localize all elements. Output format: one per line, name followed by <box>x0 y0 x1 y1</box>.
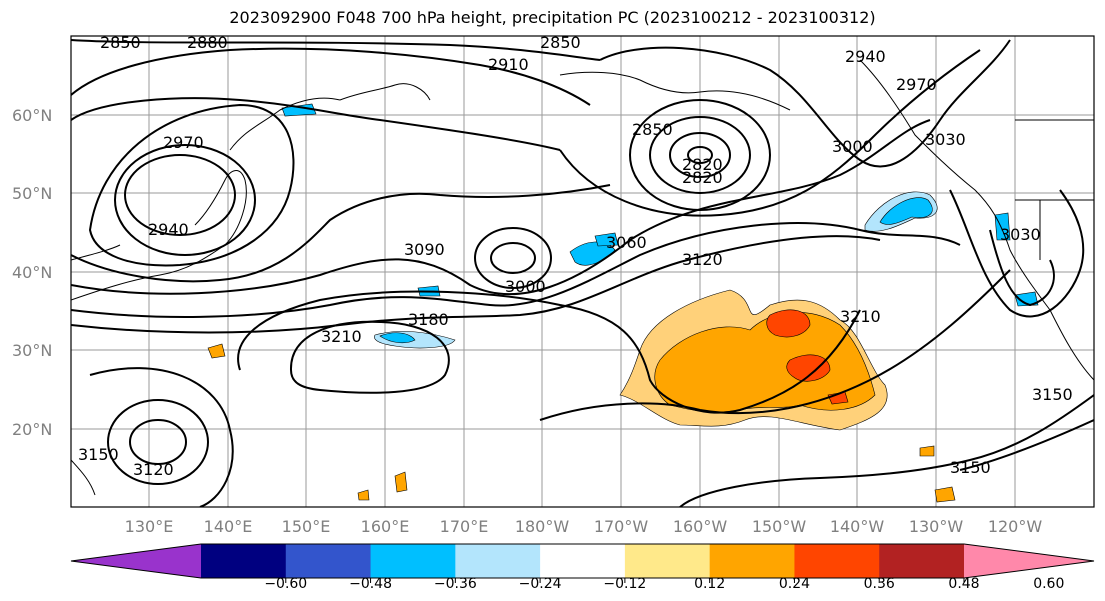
longitude-labels: 130°E 140°E 150°E 160°E 170°E 180°W 170°… <box>125 517 1043 536</box>
lon-label: 180°W <box>515 517 570 536</box>
colorbar <box>70 543 1095 579</box>
contour-label: 3150 <box>78 445 119 464</box>
contour-label: 2970 <box>163 133 204 152</box>
contour-label: 2970 <box>896 75 937 94</box>
map-title: 2023092900 F048 700 hPa height, precipit… <box>229 8 876 27</box>
colorbar-tick-label: 0.36 <box>864 576 895 592</box>
graticule <box>71 36 1094 507</box>
colorbar-tick-label: 0.60 <box>1033 576 1064 592</box>
lat-label: 30°N <box>12 341 52 360</box>
precip-positive-areas <box>207 289 956 503</box>
colorbar-tick-label: 0.48 <box>948 576 979 592</box>
lon-label: 170°E <box>440 517 489 536</box>
colorbar-tick-label: −0.36 <box>434 576 477 592</box>
lat-label: 50°N <box>12 184 52 203</box>
lon-label: 140°E <box>204 517 253 536</box>
colorbar-tick-label: −0.12 <box>603 576 646 592</box>
lat-label: 60°N <box>12 106 52 125</box>
lon-label: 140°W <box>830 517 885 536</box>
contour-label: 3150 <box>1032 385 1073 404</box>
colorbar-arrow-high <box>964 544 1094 578</box>
latitude-labels: 60°N 50°N 40°N 30°N 20°N <box>12 106 52 439</box>
colorbar-tick-label: 0.24 <box>779 576 810 592</box>
contour-label: 2940 <box>148 220 189 239</box>
colorbar-segment <box>879 544 965 578</box>
colorbar-tick-label: −0.48 <box>349 576 392 592</box>
contour-label: 3210 <box>321 327 362 346</box>
contour-label: 2850 <box>100 33 141 52</box>
contour-label: 2820 <box>682 168 723 187</box>
contour-label: 2850 <box>540 33 581 52</box>
lon-label: 160°E <box>361 517 410 536</box>
map-frame <box>70 35 1095 508</box>
colorbar-segment <box>709 544 795 578</box>
contour-label: 3060 <box>606 233 647 252</box>
lat-label: 20°N <box>12 420 52 439</box>
lat-label: 40°N <box>12 263 52 282</box>
contour-label: 3000 <box>832 137 873 156</box>
contour-label: 3090 <box>404 240 445 259</box>
contour-label: 2940 <box>845 47 886 66</box>
colorbar-arrow-low <box>71 544 201 578</box>
contour-label: 3000 <box>505 277 546 296</box>
coastlines <box>71 59 1094 496</box>
lon-label: 150°W <box>752 517 807 536</box>
contour-label: 2880 <box>187 33 228 52</box>
contour-label: 3030 <box>925 130 966 149</box>
contour-label: 3120 <box>133 460 174 479</box>
colorbar-segment <box>201 544 287 578</box>
contour-label: 3030 <box>1000 225 1041 244</box>
colorbar-outline <box>70 543 1095 579</box>
colorbar-tick-label: 0.12 <box>694 576 725 592</box>
lon-label: 170°W <box>594 517 649 536</box>
colorbar-segment <box>370 544 456 578</box>
contour-label: 2820 <box>682 155 723 174</box>
contour-label: 3150 <box>950 458 991 477</box>
contour-label: 2910 <box>488 55 529 74</box>
contour-label: 3210 <box>840 307 881 326</box>
colorbar-tick-label: −0.24 <box>519 576 562 592</box>
contour-labels: 2850 2880 2850 2910 2940 2970 2970 2940 … <box>78 33 1073 479</box>
lon-label: 130°W <box>909 517 964 536</box>
lon-label: 160°W <box>673 517 728 536</box>
contour-label: 3180 <box>408 310 449 329</box>
colorbar-segment <box>794 544 880 578</box>
colorbar-segment <box>455 544 541 578</box>
contour-label: 2850 <box>632 120 673 139</box>
lon-label: 130°E <box>125 517 174 536</box>
colorbar-segment <box>540 544 626 578</box>
contour-label: 3120 <box>682 250 723 269</box>
colorbar-segment <box>285 544 372 578</box>
lon-label: 150°E <box>282 517 331 536</box>
colorbar-ticks: −0.60 −0.48 −0.36 −0.24 −0.12 0.12 0.24 0.36 0.4… <box>264 576 1064 592</box>
colorbar-tick-label: −0.60 <box>264 576 307 592</box>
colorbar-segment <box>624 544 711 578</box>
height-contours <box>71 39 1094 507</box>
lon-label: 120°W <box>988 517 1043 536</box>
